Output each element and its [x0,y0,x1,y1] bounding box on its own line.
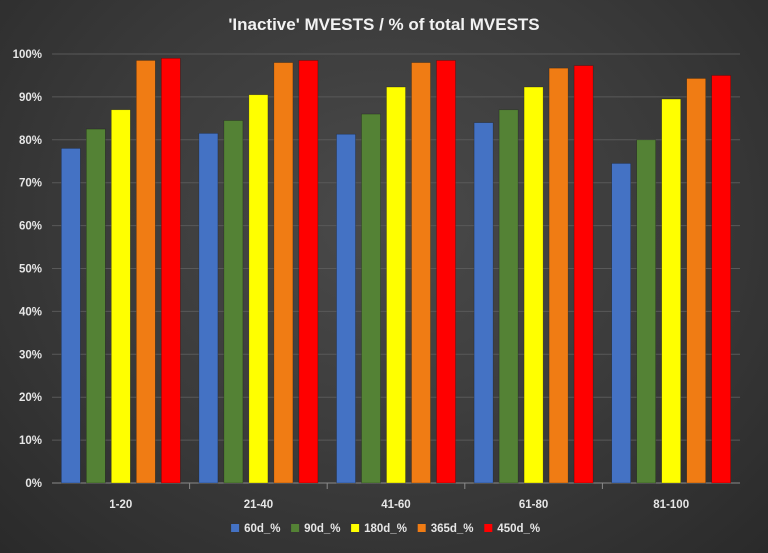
bar-365d-1-20 [136,60,156,484]
legend-swatch [417,524,426,532]
legend-item-450d: 450d_% [484,523,540,535]
legend-label: 365d_% [431,523,474,535]
chart-title: 'Inactive' MVESTS / % of total MVESTS [228,15,539,34]
bar-365d-81-100 [686,78,707,484]
bar-90d-61-80 [498,109,519,484]
legend-swatch [351,524,360,532]
legend-item-90d: 90d_% [291,523,341,535]
bar-180d-81-100 [661,98,682,484]
y-axis-ticks: 0% 10% 20% 30% 40% 50% 60% 70% 80% 90% 100% [13,49,42,490]
legend: 60d_% 90d_% 180d_% 365d_% 450d_% [231,523,540,535]
x-axis-ticks: 1-20 21-40 41-60 61-80 81-100 [109,483,689,511]
y-tick-label: 90% [19,92,42,104]
y-tick-label: 80% [19,135,42,147]
legend-label: 180d_% [364,523,407,535]
bar-60d-61-80 [473,122,494,484]
legend-item-60d: 60d_% [231,523,281,535]
x-tick-label: 81-100 [653,499,689,511]
y-tick-label: 60% [19,221,42,233]
bar-60d-1-20 [60,148,81,484]
legend-label: 60d_% [244,523,280,535]
bar-60d-81-100 [611,163,632,484]
bar-450d-61-80 [573,65,594,484]
bar-180d-41-60 [386,86,406,484]
bars [60,57,732,484]
bar-60d-41-60 [336,133,356,484]
legend-swatch [291,524,300,532]
bar-90d-21-40 [223,120,244,484]
bar-450d-1-20 [161,57,181,484]
y-tick-label: 70% [19,178,42,190]
y-tick-label: 10% [19,435,42,447]
legend-item-180d: 180d_% [351,523,407,535]
x-tick-label: 21-40 [244,499,273,511]
bar-90d-41-60 [361,113,381,484]
x-tick-label: 41-60 [381,499,410,511]
y-tick-label: 0% [25,478,42,490]
y-tick-label: 40% [19,306,42,318]
bar-90d-1-20 [86,128,106,484]
y-tick-label: 20% [19,392,42,404]
bar-365d-21-40 [273,62,294,484]
legend-label: 450d_% [497,523,540,535]
bar-180d-61-80 [523,86,544,484]
bar-365d-41-60 [411,62,431,484]
legend-item-365d: 365d_% [417,523,474,535]
x-tick-label: 1-20 [109,499,132,511]
bar-180d-21-40 [248,94,269,484]
legend-label: 90d_% [304,523,340,535]
bar-180d-1-20 [111,109,131,484]
bar-450d-41-60 [436,60,456,484]
y-tick-label: 50% [19,264,42,276]
bar-450d-81-100 [711,75,732,484]
bar-450d-21-40 [298,60,319,484]
y-tick-label: 100% [13,49,42,61]
x-tick-label: 61-80 [519,499,548,511]
bar-60d-21-40 [198,133,219,484]
bar-90d-81-100 [636,139,657,484]
legend-swatch [484,524,493,532]
bar-365d-61-80 [548,67,569,484]
legend-swatch [231,524,240,532]
y-tick-label: 30% [19,349,42,361]
